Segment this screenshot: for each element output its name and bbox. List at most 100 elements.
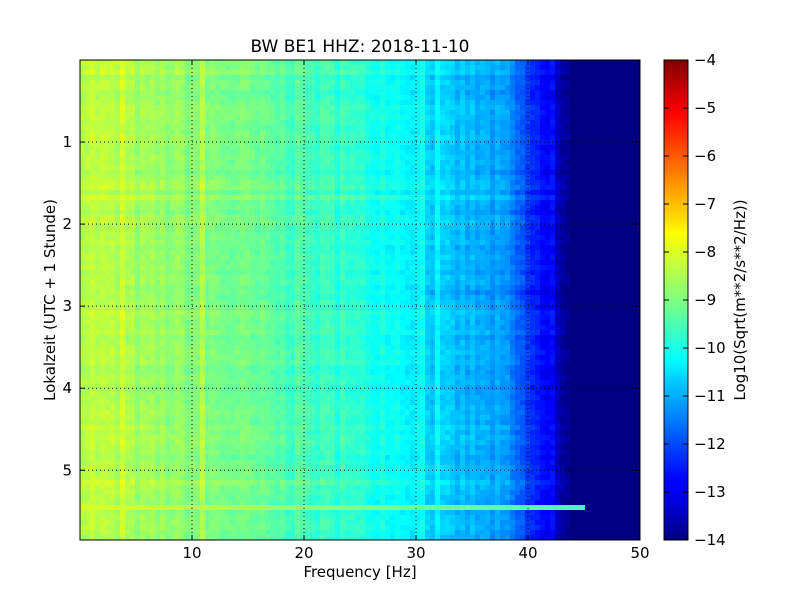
- heatmap-cell: [415, 215, 421, 221]
- heatmap-cell: [215, 245, 221, 251]
- heatmap-cell: [505, 120, 511, 126]
- heatmap-cell: [560, 180, 566, 186]
- heatmap-cell: [530, 165, 536, 171]
- heatmap-cell: [125, 275, 131, 281]
- heatmap-cell: [180, 65, 186, 71]
- heatmap-cell: [130, 105, 136, 111]
- heatmap-cell: [90, 160, 96, 166]
- heatmap-cell: [340, 185, 346, 191]
- heatmap-cell: [180, 90, 186, 96]
- heatmap-cell: [425, 270, 431, 276]
- heatmap-cell: [395, 65, 401, 71]
- heatmap-cell: [340, 280, 346, 286]
- heatmap-cell: [475, 135, 481, 141]
- heatmap-cell: [280, 220, 286, 226]
- heatmap-cell: [275, 245, 281, 251]
- heatmap-cell: [270, 80, 276, 86]
- heatmap-cell: [620, 65, 626, 71]
- heatmap-cell: [495, 275, 501, 281]
- heatmap-cell: [195, 280, 201, 286]
- heatmap-cell: [90, 60, 96, 66]
- heatmap-cell: [375, 170, 381, 176]
- heatmap-cell: [200, 65, 206, 71]
- heatmap-cell: [85, 165, 91, 171]
- heatmap-cell: [375, 145, 381, 151]
- heatmap-cell: [310, 165, 316, 171]
- heatmap-cell: [335, 65, 341, 71]
- heatmap-cell: [125, 215, 131, 221]
- heatmap-cell: [235, 225, 241, 231]
- heatmap-cell: [540, 90, 546, 96]
- heatmap-cell: [625, 100, 631, 106]
- heatmap-cell: [605, 145, 611, 151]
- heatmap-cell: [495, 135, 501, 141]
- heatmap-cell: [265, 160, 271, 166]
- heatmap-cell: [355, 165, 361, 171]
- heatmap-cell: [140, 175, 146, 181]
- heatmap-cell: [450, 170, 456, 176]
- heatmap-cell: [320, 165, 326, 171]
- heatmap-cell: [460, 210, 466, 216]
- heatmap-cell: [230, 120, 236, 126]
- heatmap-cell: [115, 220, 121, 226]
- heatmap-cell: [325, 215, 331, 221]
- heatmap-cell: [380, 235, 386, 241]
- heatmap-cell: [125, 155, 131, 161]
- heatmap-cell: [580, 105, 586, 111]
- heatmap-cell: [250, 135, 256, 141]
- heatmap-cell: [250, 245, 256, 251]
- heatmap-cell: [470, 115, 476, 121]
- heatmap-cell: [260, 85, 266, 91]
- heatmap-cell: [95, 210, 101, 216]
- heatmap-cell: [215, 175, 221, 181]
- heatmap-cell: [265, 65, 271, 71]
- heatmap-cell: [600, 205, 606, 211]
- heatmap-cell: [405, 175, 411, 181]
- heatmap-cell: [115, 205, 121, 211]
- heatmap-cell: [85, 225, 91, 231]
- heatmap-cell: [265, 170, 271, 176]
- heatmap-cell: [495, 255, 501, 261]
- heatmap-cell: [140, 200, 146, 206]
- heatmap-cell: [450, 185, 456, 191]
- heatmap-cell: [535, 110, 541, 116]
- heatmap-cell: [110, 215, 116, 221]
- heatmap-cell: [335, 220, 341, 226]
- heatmap-cell: [215, 65, 221, 71]
- heatmap-cell: [105, 270, 111, 276]
- heatmap-cell: [585, 265, 591, 271]
- heatmap-cell: [160, 160, 166, 166]
- heatmap-cell: [225, 110, 231, 116]
- heatmap-cell: [460, 140, 466, 146]
- heatmap-cell: [225, 250, 231, 256]
- heatmap-cell: [260, 220, 266, 226]
- heatmap-cell: [515, 210, 521, 216]
- heatmap-cell: [235, 140, 241, 146]
- heatmap-cell: [605, 200, 611, 206]
- heatmap-cell: [170, 180, 176, 186]
- heatmap-cell: [470, 215, 476, 221]
- heatmap-cell: [145, 275, 151, 281]
- heatmap-cell: [605, 90, 611, 96]
- heatmap-cell: [540, 105, 546, 111]
- heatmap-cell: [520, 125, 526, 131]
- heatmap-cell: [555, 185, 561, 191]
- heatmap-cell: [90, 110, 96, 116]
- heatmap-cell: [510, 170, 516, 176]
- heatmap-cell: [250, 165, 256, 171]
- heatmap-cell: [275, 225, 281, 231]
- heatmap-cell: [215, 185, 221, 191]
- heatmap-cell: [375, 260, 381, 266]
- heatmap-cell: [425, 60, 431, 66]
- heatmap-cell: [420, 230, 426, 236]
- heatmap-cell: [525, 135, 531, 141]
- heatmap-cell: [375, 65, 381, 71]
- heatmap-cell: [420, 140, 426, 146]
- heatmap-cell: [440, 165, 446, 171]
- heatmap-cell: [555, 95, 561, 101]
- heatmap-cell: [105, 100, 111, 106]
- heatmap-cell: [600, 130, 606, 136]
- heatmap-cell: [330, 75, 336, 81]
- heatmap-cell: [300, 80, 306, 86]
- heatmap-cell: [420, 225, 426, 231]
